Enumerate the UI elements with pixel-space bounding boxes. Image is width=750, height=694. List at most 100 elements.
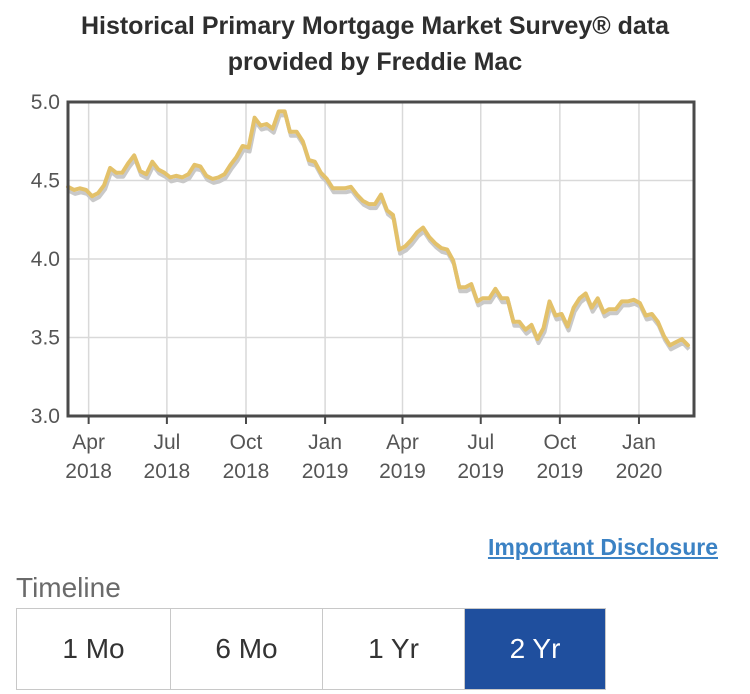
data-point <box>668 344 672 347</box>
data-point <box>259 124 262 127</box>
data-point <box>181 176 184 179</box>
data-point <box>518 320 521 323</box>
data-point <box>674 341 678 344</box>
series-line-group <box>66 109 690 348</box>
data-point <box>72 188 76 192</box>
data-point <box>96 191 100 195</box>
data-point <box>271 127 274 130</box>
data-point <box>626 300 629 303</box>
data-point <box>446 248 449 251</box>
data-point <box>464 286 467 289</box>
timeline-6-month-button[interactable]: 6 Mo <box>171 609 323 689</box>
data-point <box>566 325 569 328</box>
mortgage-rate-line-chart: 5.0 4.5 4.0 3.5 3.0 Apr 2018 Jul 2018 Oct 2018 Jan… <box>31 91 696 483</box>
chart-title-line-2: provided by Freddie Mac <box>227 48 523 76</box>
data-point <box>614 308 617 311</box>
data-point <box>133 154 136 157</box>
data-point <box>90 195 94 198</box>
data-point <box>403 245 407 248</box>
data-point <box>235 155 238 159</box>
data-point <box>415 231 419 234</box>
data-point <box>223 173 226 176</box>
y-tick-label: 4.0 <box>31 248 60 271</box>
data-point <box>488 297 491 300</box>
timeline-selector: 1 Mo 6 Mo 1 Yr 2 Yr <box>16 608 606 690</box>
timeline-label: Timeline <box>16 572 121 603</box>
data-point <box>476 300 479 303</box>
x-tick-label-year: 2020 <box>616 460 663 483</box>
data-point <box>602 311 605 314</box>
data-point <box>373 202 377 206</box>
data-point <box>157 168 160 171</box>
data-point <box>307 158 310 162</box>
data-point <box>288 130 292 134</box>
timeline-2-year-button[interactable]: 2 Yr <box>465 609 605 689</box>
data-point <box>325 177 329 181</box>
x-tick-label-month: Jul <box>467 431 494 454</box>
data-point <box>229 163 232 166</box>
data-point <box>139 169 142 173</box>
x-tick-label-year: 2019 <box>457 460 504 483</box>
data-point <box>379 193 383 196</box>
data-point <box>397 248 401 251</box>
data-point <box>512 320 515 323</box>
data-point <box>120 171 124 174</box>
data-point <box>205 174 208 177</box>
data-point <box>680 337 684 341</box>
data-point <box>313 160 316 163</box>
data-point <box>590 306 593 309</box>
data-point <box>331 187 335 190</box>
x-tick-label-month: Oct <box>230 431 263 454</box>
x-tick-label-month: Jan <box>622 431 656 454</box>
plot-frame <box>66 100 696 418</box>
y-axis-ticks: 5.0 4.5 4.0 3.5 3.0 <box>31 91 60 428</box>
x-tick-label-month: Apr <box>386 431 419 454</box>
data-point <box>554 314 557 317</box>
data-point <box>607 308 611 311</box>
data-point <box>126 162 130 165</box>
data-point <box>584 292 587 295</box>
data-point <box>337 187 341 190</box>
data-point <box>349 185 353 188</box>
data-point <box>385 209 389 212</box>
data-point <box>84 188 88 192</box>
y-tick-label: 3.0 <box>31 405 60 428</box>
grid <box>68 101 694 417</box>
data-point <box>536 337 539 341</box>
data-point <box>277 110 280 113</box>
y-tick-label: 3.5 <box>31 327 60 350</box>
chart-title: Historical Primary Mortgage Market Surve… <box>0 8 750 80</box>
data-point <box>199 165 202 168</box>
data-point <box>548 300 551 303</box>
data-point <box>421 226 425 229</box>
data-point <box>656 320 660 323</box>
data-point <box>319 171 323 174</box>
x-tick-label-month: Apr <box>72 431 105 454</box>
x-tick-label-year: 2019 <box>536 460 583 483</box>
data-point <box>391 213 395 217</box>
data-point <box>145 173 148 176</box>
data-point <box>193 163 196 166</box>
timeline-1-year-button[interactable]: 1 Yr <box>323 609 465 689</box>
data-point <box>500 297 503 300</box>
data-point <box>458 286 461 289</box>
data-point <box>169 176 172 179</box>
data-point <box>355 193 359 196</box>
data-point <box>265 122 268 126</box>
data-point <box>644 314 648 317</box>
x-tick-label-year: 2019 <box>302 460 349 483</box>
data-point <box>470 282 473 286</box>
timeline-1-month-button[interactable]: 1 Mo <box>17 609 171 689</box>
y-tick-label: 5.0 <box>31 91 60 114</box>
data-point <box>572 306 575 309</box>
x-tick-label-year: 2018 <box>65 460 112 483</box>
data-point <box>102 184 106 187</box>
data-point <box>439 246 443 250</box>
data-point <box>560 312 563 316</box>
data-point <box>175 174 178 177</box>
important-disclosure-link[interactable]: Important Disclosure <box>487 534 718 560</box>
data-point <box>114 171 118 174</box>
data-point <box>241 144 244 148</box>
data-point <box>638 301 642 305</box>
data-point <box>247 146 250 149</box>
